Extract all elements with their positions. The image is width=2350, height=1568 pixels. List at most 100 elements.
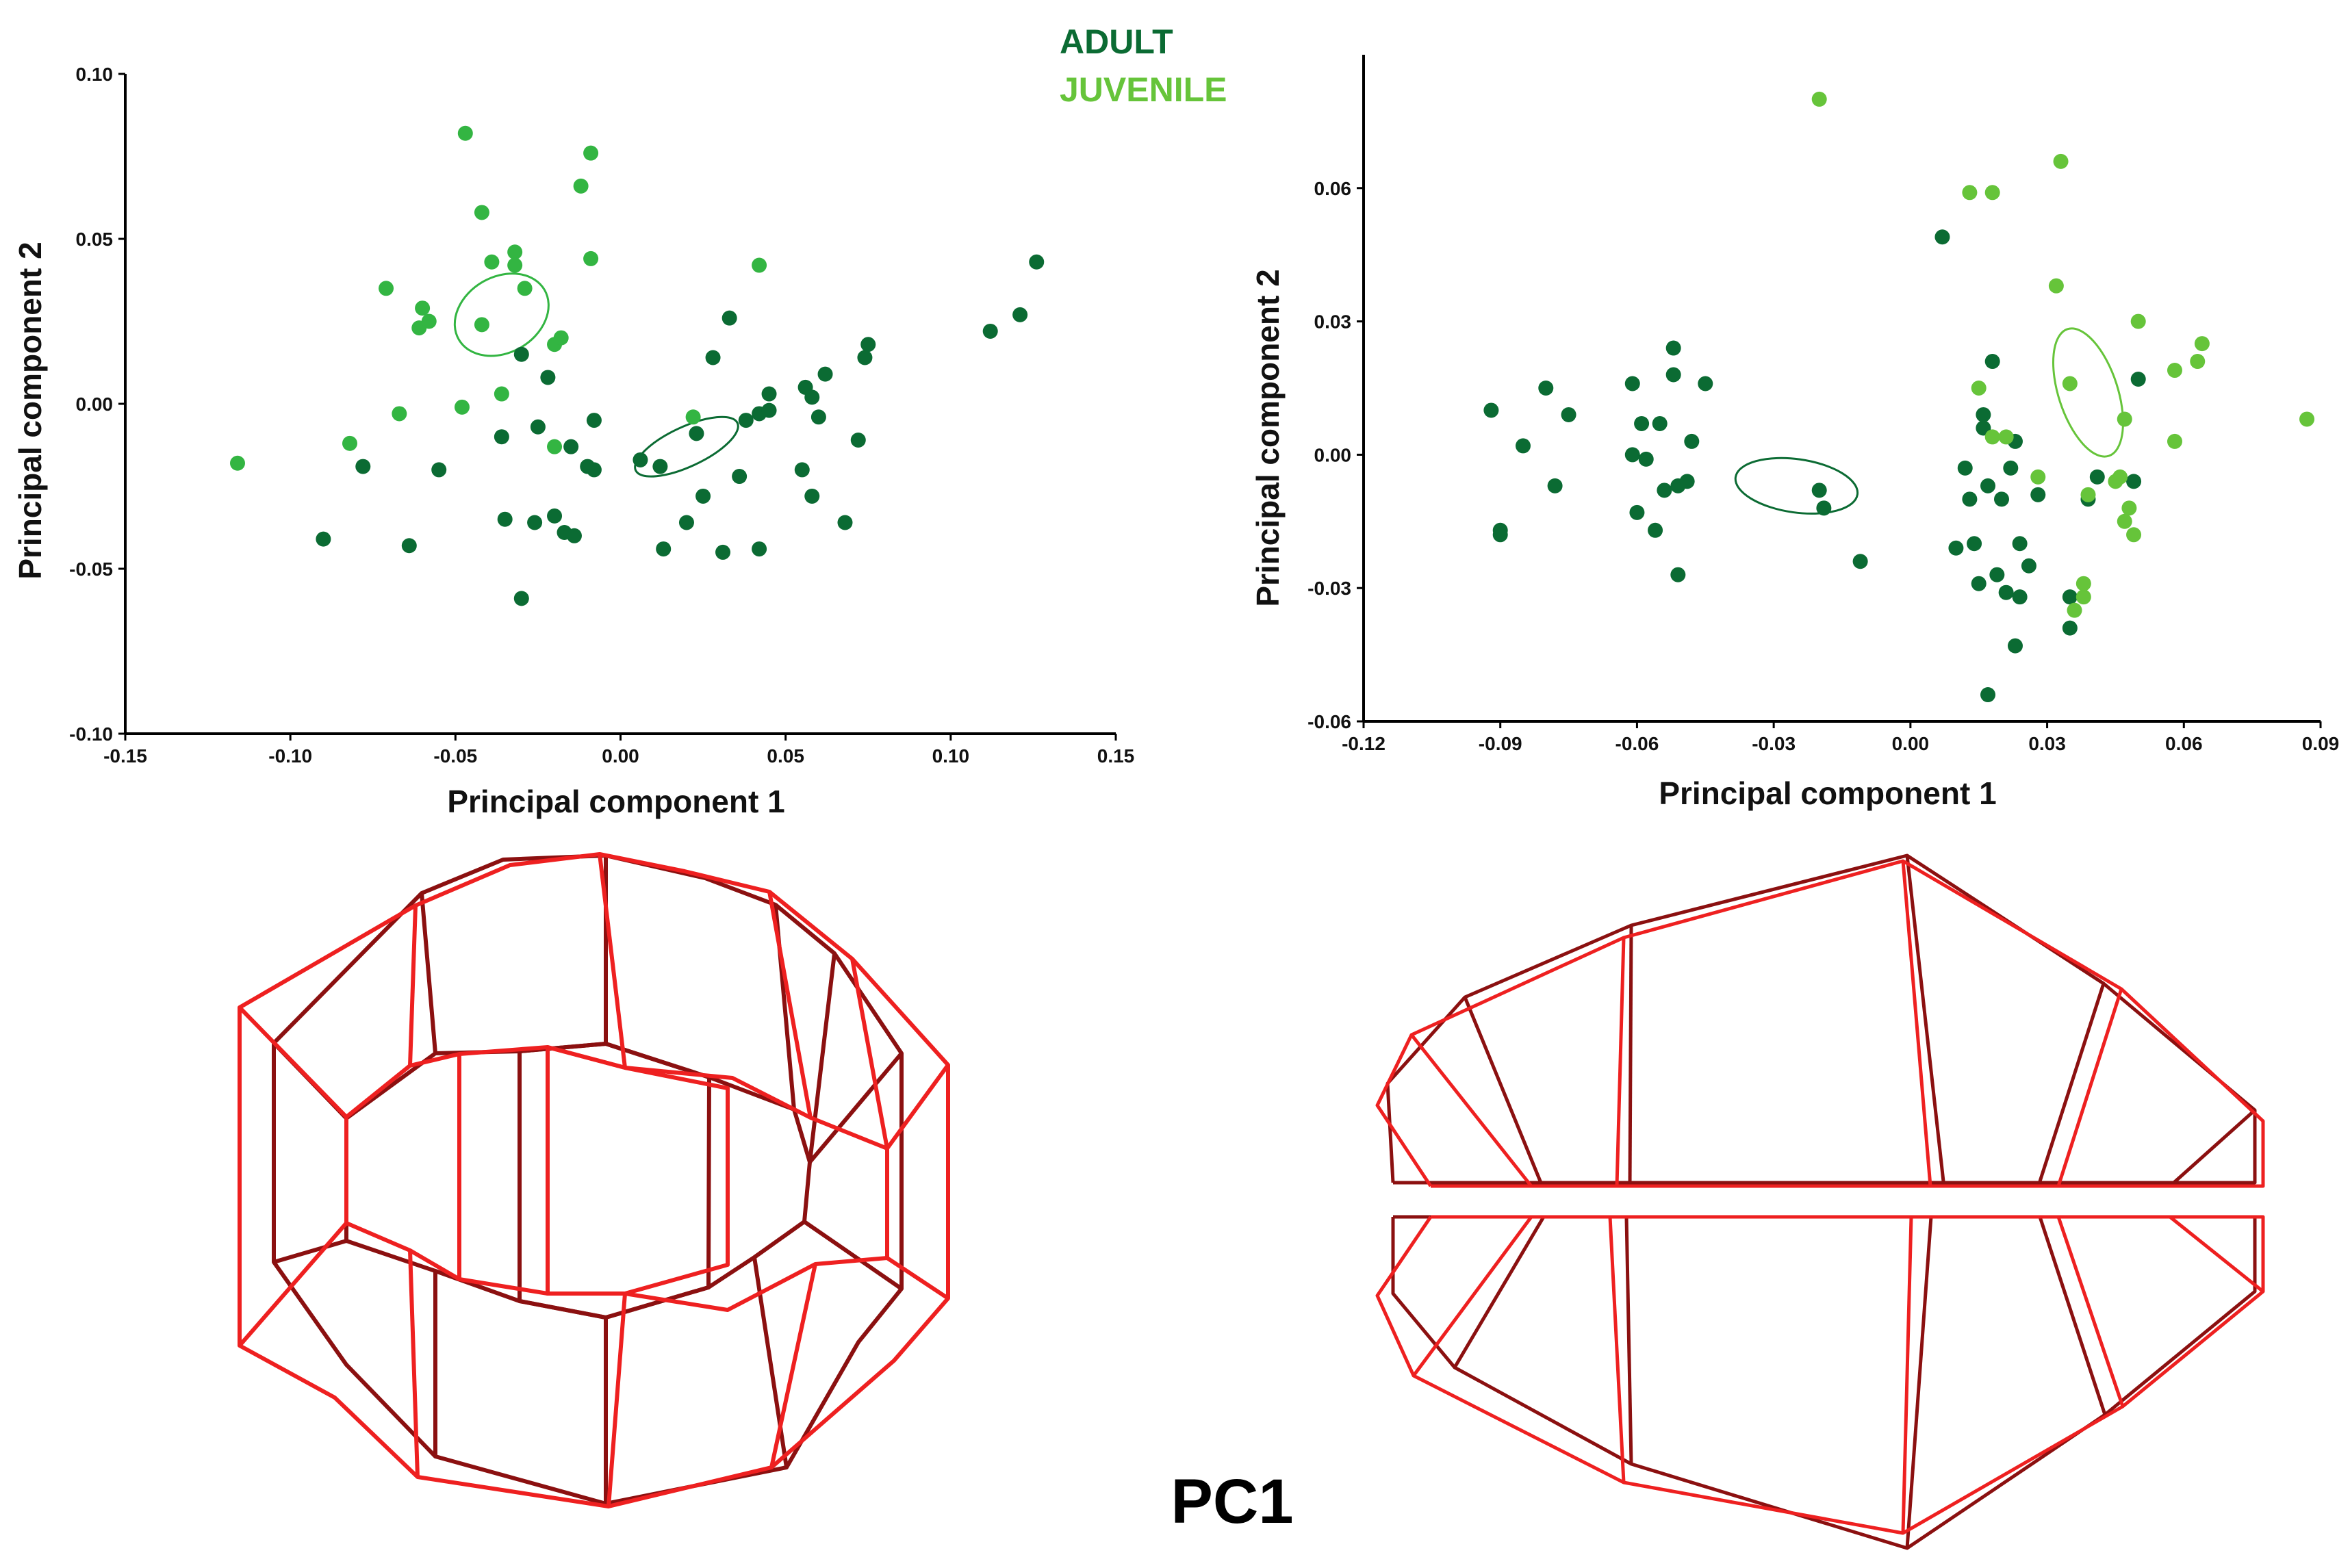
point-adult	[1665, 340, 1681, 356]
x-tick-label: 0.05	[767, 745, 804, 767]
y-tick-label: 0.10	[76, 64, 114, 85]
wireframe-left	[238, 852, 950, 1508]
x-tick-label: -0.06	[1615, 733, 1659, 754]
point-adult	[2021, 558, 2036, 574]
chart-left-ellipses	[453, 272, 739, 478]
chart-left-x-axis-title: Principal component 1	[447, 784, 784, 819]
confidence-ellipse-juvenile	[2052, 327, 2124, 458]
point-adult	[1012, 307, 1028, 322]
x-tick-label: -0.12	[1342, 733, 1385, 754]
point-adult	[732, 469, 748, 485]
scatter-chart-left: -0.15 -0.10 -0.05 0.00 0.05 0.10 0.15-0.10-0.0…	[12, 64, 1134, 819]
point-juvenile	[2030, 469, 2046, 485]
point-adult	[494, 429, 509, 445]
point-juvenile	[1998, 429, 2014, 445]
point-adult	[695, 488, 711, 504]
point-adult	[705, 350, 721, 365]
point-adult	[1684, 433, 1700, 449]
point-adult	[1980, 687, 1996, 703]
point-adult	[810, 409, 826, 425]
x-tick-label: -0.03	[1752, 733, 1796, 754]
point-adult	[513, 591, 529, 606]
point-adult	[1670, 567, 1686, 582]
point-juvenile	[2130, 313, 2146, 329]
wireframe-left-mean	[272, 853, 904, 1506]
point-juvenile	[229, 455, 245, 471]
point-adult	[1957, 460, 1973, 476]
point-adult	[1852, 554, 1868, 569]
point-adult	[689, 426, 704, 441]
point-adult	[1629, 504, 1645, 520]
confidence-ellipse-juvenile	[453, 272, 550, 357]
point-juvenile	[1971, 381, 1987, 396]
legend: ADULT JUVENILE	[1060, 23, 1227, 109]
y-tick-label: 0.00	[1314, 444, 1352, 465]
point-juvenile	[494, 386, 509, 402]
point-juvenile	[573, 178, 589, 194]
point-adult	[721, 310, 737, 326]
chart-left-points	[229, 125, 1045, 606]
point-adult	[752, 541, 767, 557]
point-adult	[1698, 376, 1713, 391]
x-tick-label: 0.15	[1097, 745, 1135, 767]
point-juvenile	[553, 330, 569, 346]
point-juvenile	[583, 145, 599, 161]
point-adult	[431, 462, 447, 478]
wireframe-right	[1375, 853, 2265, 1550]
wireframe-left-target	[238, 852, 950, 1508]
point-adult	[497, 511, 513, 527]
point-juvenile	[517, 281, 533, 296]
point-adult	[2062, 620, 2078, 636]
point-juvenile	[474, 205, 489, 220]
point-juvenile	[2126, 527, 2142, 543]
point-adult	[1811, 483, 1827, 498]
point-adult	[527, 515, 543, 530]
point-adult	[1665, 367, 1681, 383]
point-juvenile	[2167, 433, 2182, 449]
point-adult	[1971, 576, 1987, 591]
point-juvenile	[2190, 354, 2206, 370]
y-tick-label: -0.03	[1307, 578, 1351, 599]
point-adult	[1998, 584, 2014, 600]
point-juvenile	[2121, 500, 2137, 516]
point-adult	[1634, 415, 1650, 431]
point-adult	[1538, 381, 1554, 396]
point-adult	[2130, 372, 2146, 387]
point-adult	[678, 515, 694, 530]
point-adult	[563, 439, 579, 454]
legend-adult-label: ADULT	[1060, 23, 1173, 61]
pc1-label: PC1	[1171, 1467, 1294, 1537]
point-adult	[2003, 460, 2019, 476]
chart-right-ellipses	[1734, 327, 2124, 515]
point-juvenile	[2053, 153, 2069, 169]
point-juvenile	[2117, 513, 2132, 529]
point-adult	[530, 419, 546, 435]
point-juvenile	[379, 281, 394, 296]
point-adult	[355, 459, 371, 474]
point-adult	[850, 433, 866, 448]
x-tick-label: 0.09	[2302, 733, 2340, 754]
chart-left-ticks: -0.15 -0.10 -0.05 0.00 0.05 0.10 0.15-0.10-0.0…	[69, 64, 1134, 767]
point-juvenile	[415, 300, 431, 316]
point-juvenile	[474, 317, 489, 333]
y-tick-label: 0.06	[1314, 178, 1352, 199]
chart-left-y-axis-title: Principal component 2	[12, 242, 48, 579]
point-adult	[656, 541, 672, 557]
point-adult	[586, 462, 602, 478]
point-adult	[1976, 407, 1991, 422]
point-juvenile	[2117, 411, 2132, 427]
point-adult	[2089, 469, 2105, 485]
point-juvenile	[2112, 469, 2128, 485]
confidence-ellipse-adult	[634, 415, 739, 478]
point-juvenile	[457, 125, 473, 141]
point-juvenile	[2076, 576, 2091, 591]
point-juvenile	[2080, 487, 2096, 502]
point-adult	[1516, 438, 1531, 454]
point-adult	[1638, 451, 1654, 467]
point-adult	[1980, 478, 1996, 493]
point-adult	[2007, 638, 2023, 654]
point-adult	[860, 337, 876, 352]
scatter-chart-right: -0.12 -0.09 -0.06 -0.03 0.00 0.03 0.06 0.09 -0.0…	[1250, 55, 2339, 811]
point-adult	[982, 323, 998, 339]
